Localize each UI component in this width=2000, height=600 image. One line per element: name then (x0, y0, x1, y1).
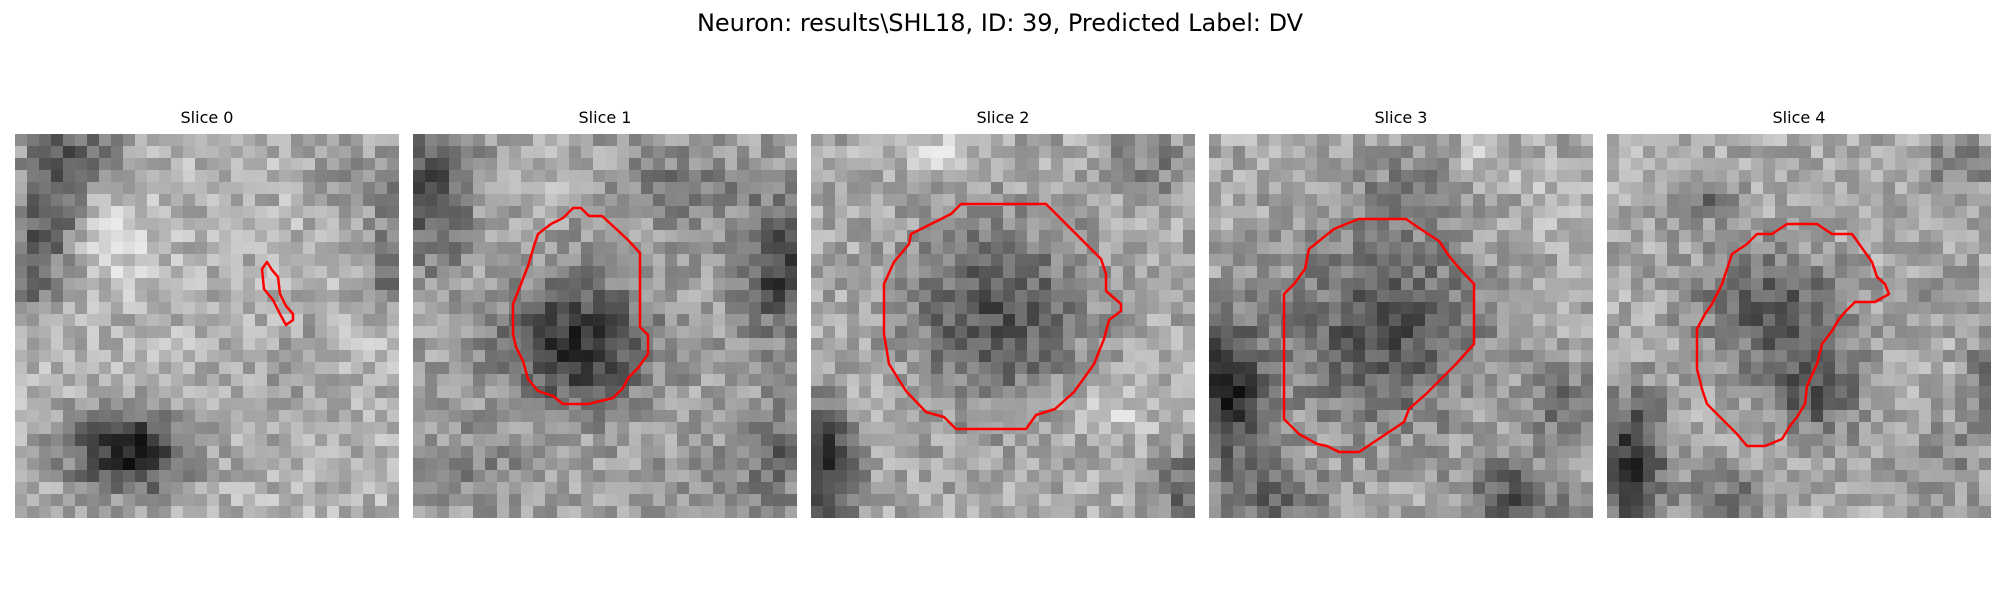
segmentation-contour (1695, 222, 1891, 448)
slice-title: Slice 4 (1772, 108, 1826, 127)
microscopy-image (15, 134, 399, 518)
segmentation-contour (1282, 217, 1476, 454)
slice-image (1209, 134, 1593, 518)
contour-overlay (1695, 222, 1891, 448)
slice-title: Slice 0 (180, 108, 234, 127)
slice-image (15, 134, 399, 518)
slice-image (1607, 134, 1991, 518)
slice-title: Slice 1 (578, 108, 632, 127)
contour-overlay (511, 206, 650, 406)
contour-overlay (260, 260, 295, 327)
slice-title: Slice 3 (1374, 108, 1428, 127)
segmentation-contour (260, 260, 295, 327)
slice-image (811, 134, 1195, 518)
figure-title: Neuron: results\SHL18, ID: 39, Predicted… (696, 9, 1304, 37)
microscopy-image (1607, 134, 1991, 518)
microscopy-image (811, 134, 1195, 518)
slice-image (413, 134, 797, 518)
segmentation-contour (511, 206, 650, 406)
microscopy-image (413, 134, 797, 518)
slice-title: Slice 2 (976, 108, 1030, 127)
contour-overlay (1282, 217, 1476, 454)
segmentation-contour (882, 202, 1123, 431)
microscopy-image (1209, 134, 1593, 518)
contour-overlay (882, 202, 1123, 431)
